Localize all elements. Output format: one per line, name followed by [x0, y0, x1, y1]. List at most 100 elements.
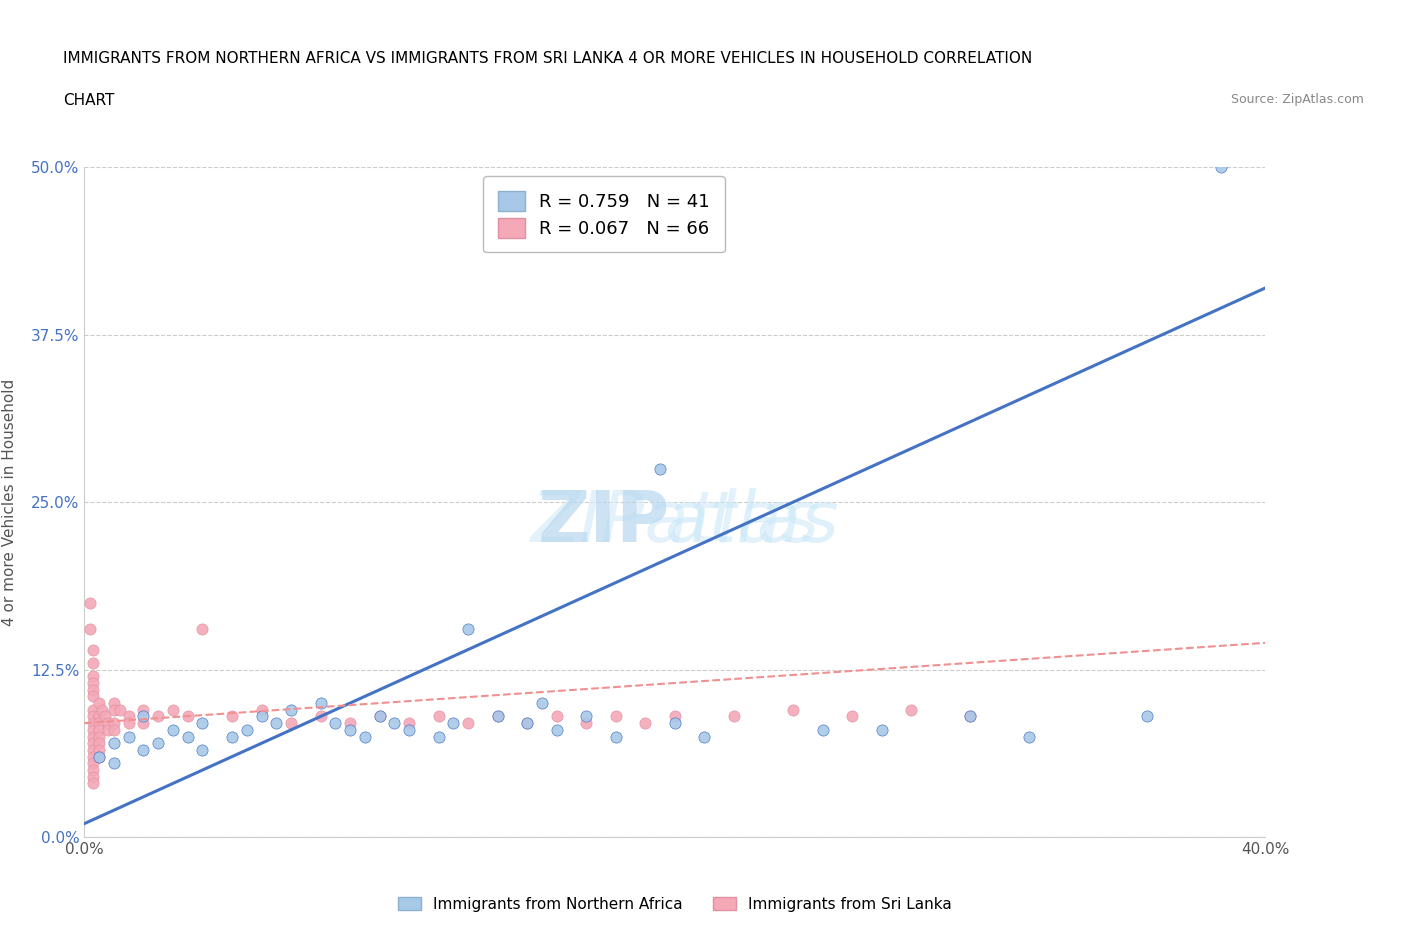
- Point: [323, 716, 347, 731]
- Point: [723, 709, 745, 724]
- Point: [575, 716, 598, 731]
- Point: [108, 702, 131, 717]
- Point: [82, 669, 104, 684]
- Point: [280, 716, 302, 731]
- Point: [457, 622, 479, 637]
- Point: [605, 709, 627, 724]
- Point: [177, 729, 200, 744]
- Text: CHART: CHART: [63, 93, 115, 108]
- Point: [87, 696, 111, 711]
- Legend: Immigrants from Northern Africa, Immigrants from Sri Lanka: Immigrants from Northern Africa, Immigra…: [392, 890, 957, 918]
- Point: [191, 716, 214, 731]
- Point: [103, 736, 125, 751]
- Point: [87, 723, 111, 737]
- Point: [87, 736, 111, 751]
- Point: [648, 461, 672, 476]
- Point: [191, 742, 214, 757]
- Point: [546, 709, 568, 724]
- Point: [959, 709, 981, 724]
- Point: [82, 729, 104, 744]
- Point: [82, 702, 104, 717]
- Point: [82, 689, 104, 704]
- Point: [900, 702, 922, 717]
- Point: [221, 729, 243, 744]
- Point: [87, 750, 111, 764]
- Point: [132, 716, 155, 731]
- Point: [368, 709, 391, 724]
- Point: [354, 729, 377, 744]
- Point: [118, 716, 141, 731]
- Point: [309, 709, 332, 724]
- Point: [516, 716, 538, 731]
- Point: [280, 702, 302, 717]
- Point: [82, 750, 104, 764]
- Point: [82, 656, 104, 671]
- Point: [148, 709, 170, 724]
- Point: [264, 716, 288, 731]
- Point: [132, 702, 155, 717]
- Point: [103, 756, 125, 771]
- Point: [82, 742, 104, 757]
- Point: [82, 776, 104, 790]
- Point: [82, 769, 104, 784]
- Point: [427, 709, 450, 724]
- Point: [82, 642, 104, 657]
- Point: [103, 696, 125, 711]
- Point: [82, 756, 104, 771]
- Point: [118, 729, 141, 744]
- Point: [79, 595, 101, 610]
- Point: [811, 723, 834, 737]
- Point: [87, 729, 111, 744]
- Point: [1136, 709, 1159, 724]
- Point: [82, 723, 104, 737]
- Text: IMMIGRANTS FROM NORTHERN AFRICA VS IMMIGRANTS FROM SRI LANKA 4 OR MORE VEHICLES : IMMIGRANTS FROM NORTHERN AFRICA VS IMMIG…: [63, 51, 1032, 66]
- Point: [97, 716, 120, 731]
- Point: [427, 729, 450, 744]
- Point: [235, 723, 259, 737]
- Point: [486, 709, 509, 724]
- Point: [221, 709, 243, 724]
- Point: [82, 716, 104, 731]
- Point: [82, 675, 104, 690]
- Point: [162, 723, 184, 737]
- Point: [118, 709, 141, 724]
- Text: ZIPatlas: ZIPatlas: [530, 488, 820, 557]
- Point: [91, 702, 114, 717]
- Point: [162, 702, 184, 717]
- Point: [516, 716, 538, 731]
- Point: [250, 709, 273, 724]
- Point: [664, 709, 686, 724]
- Point: [959, 709, 981, 724]
- Point: [132, 742, 155, 757]
- Point: [339, 716, 361, 731]
- Point: [82, 683, 104, 698]
- Point: [87, 750, 111, 764]
- Point: [870, 723, 893, 737]
- Point: [309, 696, 332, 711]
- Point: [693, 729, 716, 744]
- Text: atlas: atlas: [665, 488, 839, 557]
- Point: [441, 716, 464, 731]
- Point: [664, 716, 686, 731]
- Point: [530, 696, 553, 711]
- Point: [82, 763, 104, 777]
- Point: [82, 736, 104, 751]
- Point: [87, 716, 111, 731]
- Point: [398, 716, 420, 731]
- Point: [339, 723, 361, 737]
- Point: [103, 702, 125, 717]
- Point: [457, 716, 479, 731]
- Legend: R = 0.759   N = 41, R = 0.067   N = 66: R = 0.759 N = 41, R = 0.067 N = 66: [484, 177, 724, 252]
- Point: [1018, 729, 1040, 744]
- Point: [87, 709, 111, 724]
- Point: [132, 709, 155, 724]
- Point: [486, 709, 509, 724]
- Point: [250, 702, 273, 717]
- Point: [382, 716, 406, 731]
- Point: [605, 729, 627, 744]
- Point: [82, 709, 104, 724]
- Point: [103, 716, 125, 731]
- Point: [398, 723, 420, 737]
- Text: ZIP: ZIP: [538, 488, 671, 557]
- Text: Source: ZipAtlas.com: Source: ZipAtlas.com: [1230, 93, 1364, 106]
